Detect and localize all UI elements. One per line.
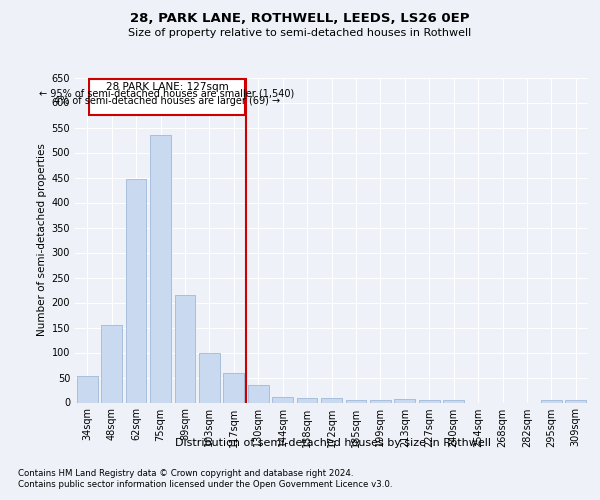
Bar <box>394 398 415 402</box>
Bar <box>419 400 440 402</box>
Text: ← 95% of semi-detached houses are smaller (1,540): ← 95% of semi-detached houses are smalle… <box>40 89 295 99</box>
Bar <box>199 353 220 403</box>
Bar <box>296 398 317 402</box>
Bar <box>272 396 293 402</box>
Bar <box>77 376 98 402</box>
Text: Contains public sector information licensed under the Open Government Licence v3: Contains public sector information licen… <box>18 480 392 489</box>
Text: 28 PARK LANE: 127sqm: 28 PARK LANE: 127sqm <box>106 82 229 92</box>
FancyBboxPatch shape <box>89 78 245 115</box>
Bar <box>370 400 391 402</box>
Bar <box>150 135 171 402</box>
Y-axis label: Number of semi-detached properties: Number of semi-detached properties <box>37 144 47 336</box>
Bar <box>125 178 146 402</box>
Text: Size of property relative to semi-detached houses in Rothwell: Size of property relative to semi-detach… <box>128 28 472 38</box>
Text: Distribution of semi-detached houses by size in Rothwell: Distribution of semi-detached houses by … <box>175 438 491 448</box>
Text: Contains HM Land Registry data © Crown copyright and database right 2024.: Contains HM Land Registry data © Crown c… <box>18 469 353 478</box>
Bar <box>565 400 586 402</box>
Bar <box>443 400 464 402</box>
Bar <box>175 295 196 403</box>
Bar <box>223 373 244 402</box>
Bar <box>346 400 367 402</box>
Bar <box>248 385 269 402</box>
Bar <box>101 324 122 402</box>
Text: 28, PARK LANE, ROTHWELL, LEEDS, LS26 0EP: 28, PARK LANE, ROTHWELL, LEEDS, LS26 0EP <box>130 12 470 26</box>
Bar <box>541 400 562 402</box>
Text: 4% of semi-detached houses are larger (69) →: 4% of semi-detached houses are larger (6… <box>54 96 280 106</box>
Bar <box>321 398 342 402</box>
